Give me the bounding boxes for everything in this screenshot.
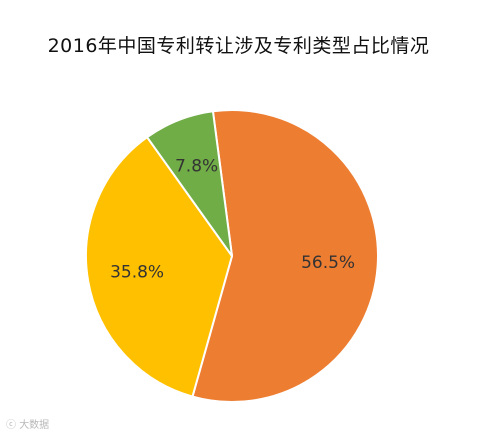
pie-data-label-1: 35.8% xyxy=(110,263,164,283)
pie-data-labels: 56.5% 35.8% 7.8% xyxy=(110,156,355,282)
pie-slice-0 xyxy=(191,109,379,404)
chart-title: 2016年中国专利转让涉及专利类型占比情况 xyxy=(47,35,430,57)
pie-slices xyxy=(85,109,379,404)
watermark-text: 大数据 xyxy=(19,420,50,431)
pie-data-label-0: 56.5% xyxy=(301,253,355,273)
watermark: ⓒ 大数据 xyxy=(6,416,49,431)
pie-slice-1 xyxy=(85,136,233,398)
pie-slice-2 xyxy=(146,110,233,257)
watermark-icon: ⓒ xyxy=(6,420,16,431)
pie-data-label-2: 7.8% xyxy=(175,156,218,176)
